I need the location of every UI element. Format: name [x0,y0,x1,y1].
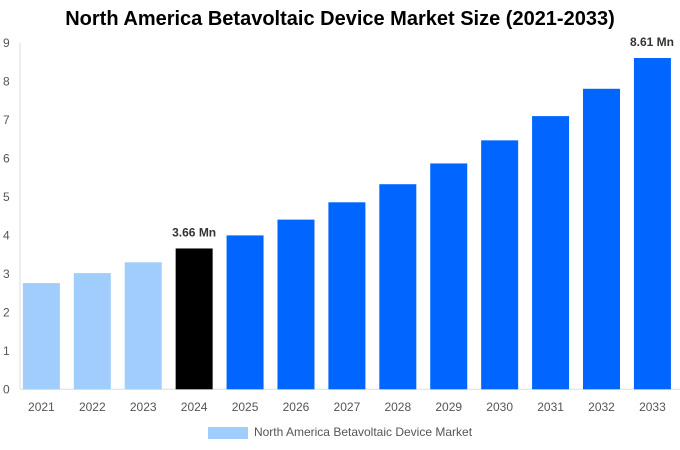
data-label: 3.66 Mn [172,225,216,239]
data-label: 8.61 Mn [630,35,674,49]
y-tick-label: 6 [3,151,10,165]
y-tick-label: 3 [3,267,10,281]
bar-2030 [481,140,519,390]
bar-2025 [226,235,264,390]
x-tick-label: 2028 [384,400,411,414]
x-tick-label: 2030 [486,400,513,414]
legend-label: North America Betavoltaic Device Market [253,425,473,439]
x-tick-label: 2021 [28,400,55,414]
y-tick-label: 4 [3,228,10,242]
bar-2029 [430,163,468,390]
x-tick-label: 2033 [639,400,666,414]
bar-2022 [73,273,111,390]
y-tick-label: 0 [3,382,10,396]
chart-title: North America Betavoltaic Device Market … [65,8,615,30]
x-tick-label: 2026 [283,400,310,414]
x-tick-label: 2023 [130,400,157,414]
bar-2031 [532,116,570,390]
x-tick-label: 2027 [334,400,361,414]
bar-2027 [328,202,366,390]
x-tick-label: 2031 [537,400,564,414]
x-tick-label: 2025 [232,400,259,414]
x-tick-label: 2029 [435,400,462,414]
y-tick-label: 5 [3,190,10,204]
bar-2024 [175,248,213,390]
y-tick-label: 8 [3,74,10,88]
bar-2028 [379,184,417,390]
y-tick-label: 7 [3,113,10,127]
x-tick-label: 2024 [181,400,208,414]
bar-2026 [277,219,315,390]
bar-2033 [633,58,671,390]
y-tick-label: 2 [3,305,10,319]
y-tick-label: 1 [3,344,10,358]
bar-2021 [22,283,60,390]
x-tick-label: 2022 [79,400,106,414]
y-tick-label: 9 [3,36,10,50]
legend-swatch [207,426,248,439]
bar-2032 [582,88,620,390]
legend: North America Betavoltaic Device Market [0,425,680,439]
bar-2023 [124,262,162,390]
x-tick-label: 2032 [588,400,615,414]
